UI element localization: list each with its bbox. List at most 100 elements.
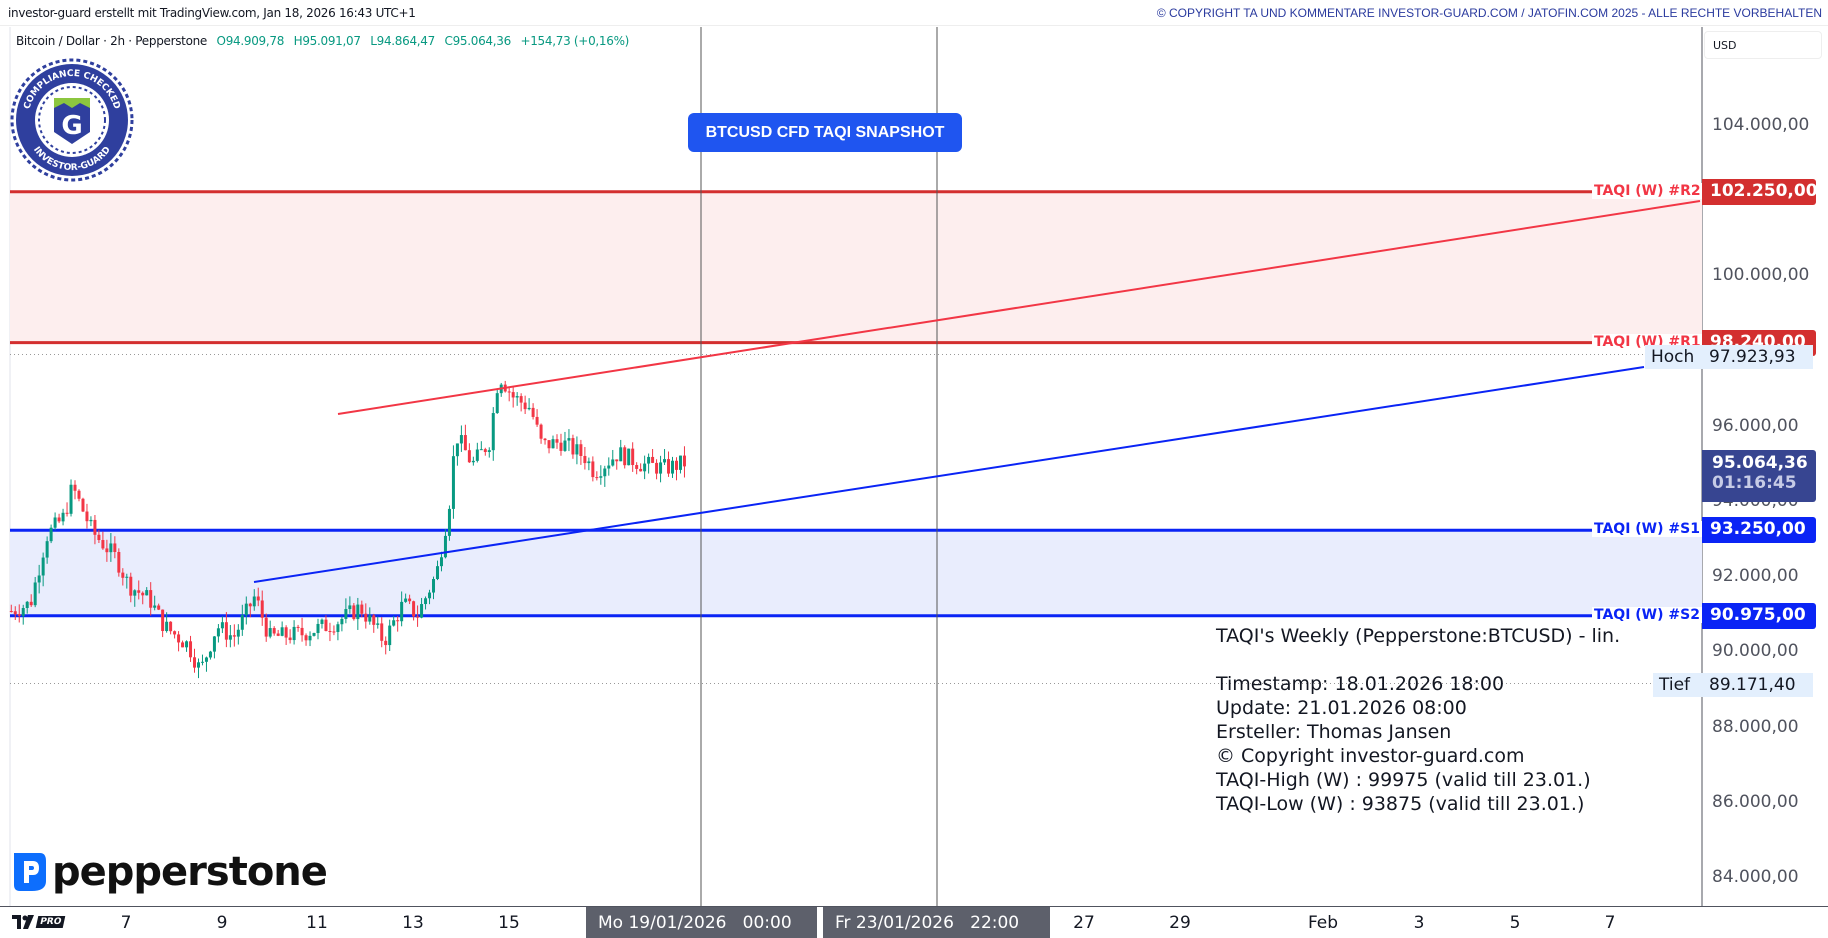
candle	[583, 455, 587, 464]
trendline-red[interactable]	[337, 200, 1701, 415]
candle	[153, 605, 157, 608]
snapshot-title-button[interactable]: BTCUSD CFD TAQI SNAPSHOT	[688, 113, 962, 152]
candle	[109, 543, 113, 553]
candle	[479, 449, 483, 451]
candle	[208, 651, 212, 658]
candle	[17, 614, 21, 616]
last-price-box: 95.064,36 01:16:45	[1702, 450, 1816, 502]
candle	[671, 460, 675, 474]
candle	[181, 642, 185, 648]
candle	[220, 622, 224, 629]
candle	[404, 598, 408, 602]
candle	[611, 459, 615, 466]
candle	[244, 603, 248, 616]
badge-letter: G	[61, 111, 82, 141]
info-line: TAQI-Low (W) : 93875 (valid till 23.01.)	[1216, 793, 1585, 815]
candle	[288, 637, 292, 641]
candle	[304, 635, 308, 641]
high-label: Hoch	[1645, 345, 1703, 369]
candle	[643, 463, 647, 472]
candle	[189, 641, 193, 658]
candle	[9, 611, 13, 613]
candle	[236, 629, 240, 637]
currency-button[interactable]: USD	[1704, 31, 1822, 59]
candle	[312, 633, 316, 636]
candle	[603, 468, 607, 477]
candle	[121, 572, 125, 578]
candle	[579, 444, 583, 456]
candle	[57, 517, 61, 522]
time-tick: Feb	[1307, 913, 1339, 933]
trendline-blue[interactable]	[253, 366, 1645, 583]
info-line	[1216, 648, 1620, 672]
pepperstone-logo: pepperstone	[12, 851, 328, 893]
candle	[372, 615, 376, 625]
candle	[256, 596, 260, 601]
candle	[25, 601, 29, 609]
time-tick: 11	[306, 913, 328, 933]
candle	[555, 439, 559, 443]
time-tick: 15	[498, 913, 520, 933]
candle	[428, 592, 432, 599]
time-tick: 3	[1413, 913, 1425, 933]
candle	[177, 634, 181, 643]
candle	[635, 465, 639, 469]
candle	[308, 635, 312, 641]
candle	[451, 456, 455, 509]
candle	[129, 576, 133, 596]
time-axis[interactable]: PRO 7 9 11 13 15 27 29 Feb 3 5 7 Mo 19/01/2026 00:…	[0, 906, 1828, 938]
candle	[551, 439, 555, 449]
candle	[539, 424, 543, 439]
candle	[272, 628, 276, 634]
candle	[97, 534, 101, 541]
candle	[531, 407, 535, 417]
candle	[463, 435, 467, 451]
chart-canvas[interactable]	[0, 27, 1828, 907]
candle	[384, 640, 388, 646]
candle	[344, 609, 348, 619]
level-price-box: 93.250,00	[1702, 517, 1816, 544]
candle	[113, 543, 117, 552]
candle	[408, 598, 412, 602]
candle	[332, 631, 336, 633]
candle	[364, 613, 368, 622]
time-tick: 29	[1169, 913, 1191, 933]
candle	[300, 627, 304, 636]
candle	[157, 605, 161, 610]
candle	[320, 619, 324, 624]
candle	[101, 540, 105, 549]
candle	[125, 576, 129, 578]
info-line: Ersteller: Thomas Jansen	[1216, 721, 1452, 743]
tradingview-icon	[12, 915, 34, 929]
support-zone[interactable]	[10, 530, 1702, 616]
candle	[196, 662, 200, 668]
price-tick: 104.000,00	[1712, 115, 1810, 135]
candle	[141, 592, 145, 596]
candle	[77, 490, 81, 499]
candle	[356, 604, 360, 620]
candle	[663, 459, 667, 463]
symbol-name: Bitcoin / Dollar · 2h · Pepperstone	[16, 34, 208, 48]
candle	[89, 519, 93, 522]
candle	[519, 396, 523, 403]
candle	[416, 616, 420, 618]
candle	[631, 448, 635, 466]
candle	[49, 527, 53, 542]
candle	[491, 413, 495, 451]
change-value: +154,73 (+0,16%)	[520, 34, 630, 48]
price-tick: 96.000,00	[1712, 415, 1799, 436]
candle	[340, 618, 344, 625]
candle	[459, 435, 463, 444]
candle	[169, 621, 173, 632]
candle	[607, 465, 611, 469]
price-tick: 90.000,00	[1712, 641, 1799, 662]
candle	[678, 455, 682, 470]
tradingview-logo[interactable]: PRO	[12, 915, 66, 929]
resistance-zone[interactable]	[10, 191, 1702, 343]
candle	[667, 459, 671, 474]
candle	[651, 456, 655, 463]
candle	[674, 460, 678, 470]
copyright-text: © COPYRIGHT TA UND KOMMENTARE INVESTOR-G…	[1156, 6, 1822, 20]
candle	[352, 605, 356, 620]
candle	[563, 440, 567, 451]
